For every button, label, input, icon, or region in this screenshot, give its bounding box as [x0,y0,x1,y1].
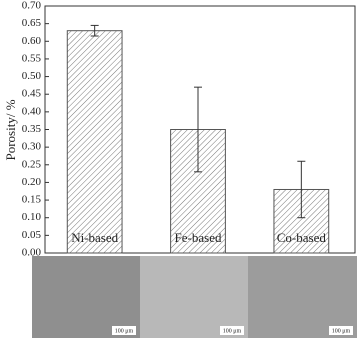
y-tick-label: 0.50 [22,70,42,82]
y-tick-label: 0.20 [22,176,42,188]
y-tick-label: 0.40 [22,105,42,117]
scale-box [220,326,244,335]
y-tick-label: 0.60 [22,35,42,47]
micrograph [248,256,357,338]
y-axis-label: Porosity/ % [3,99,18,160]
y-tick-label: 0.55 [22,52,42,64]
y-tick-label: 0.10 [22,211,42,223]
y-tick-label: 0.25 [22,158,42,170]
y-tick-label: 0.70 [22,0,42,12]
category-label: Ni-based [71,230,118,245]
micrograph [32,256,140,338]
scale-label: 100 μm [332,328,351,334]
micrograph [140,256,248,338]
scale-box [112,326,136,335]
y-tick-label: 0.30 [22,141,42,153]
y-tick-label: 0.00 [22,247,42,259]
y-tick-label: 0.15 [22,194,42,206]
y-tick-label: 0.65 [22,17,42,29]
category-label: Fe-based [175,230,222,245]
y-tick-label: 0.45 [22,88,42,100]
scale-box [329,326,353,335]
scale-label: 100 μm [115,328,134,334]
bar [66,30,123,254]
scale-label: 100 μm [223,328,242,334]
y-tick-label: 0.35 [22,123,42,135]
category-label: Co-based [277,230,327,245]
y-tick-label: 0.05 [22,229,42,241]
